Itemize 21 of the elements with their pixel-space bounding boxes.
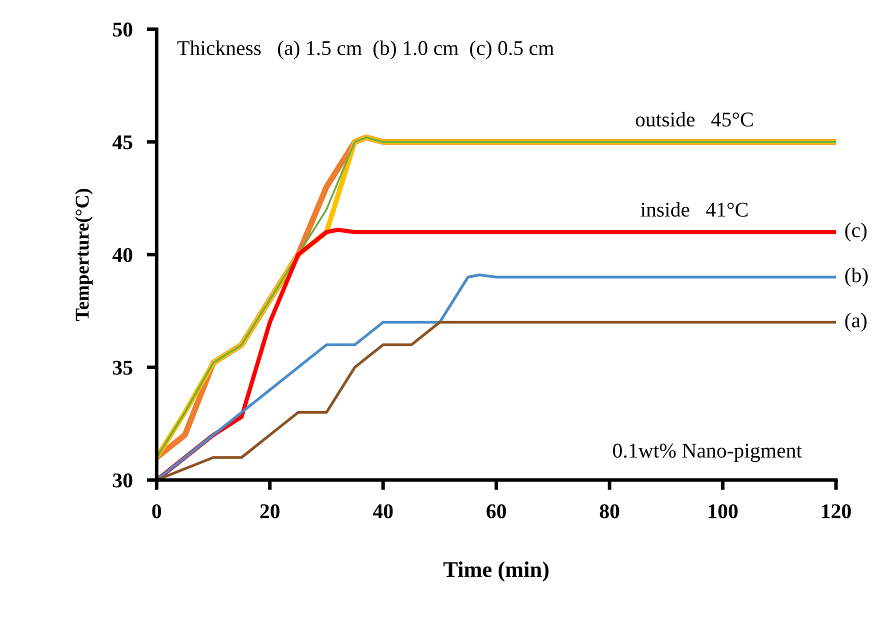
series-label: (a) — [845, 312, 867, 332]
annotation: inside 41°C — [640, 202, 748, 217]
y-tick-label: 40 — [112, 248, 132, 262]
x-tick-label: 20 — [260, 504, 280, 518]
x-tick-label: 60 — [486, 504, 506, 518]
x-tick-label: 120 — [822, 504, 851, 518]
x-axis-title: Time (min) — [443, 561, 549, 582]
y-axis-title: Temperture(°C) — [75, 188, 93, 321]
x-tick-label: 40 — [372, 504, 393, 518]
x-tick-label: 0 — [152, 504, 162, 518]
y-tick-label: 50 — [113, 22, 132, 37]
y-tick-label: 45 — [112, 135, 132, 150]
series-label: (b) — [845, 268, 868, 287]
annotation: 0.1wt% Nano-pigment — [613, 444, 802, 462]
y-tick-label: 35 — [112, 360, 132, 375]
annotation: Thickness (a) 1.5 cm (b) 1.0 cm (c) 0.5 cm — [177, 40, 554, 60]
annotation: outside 45°C — [636, 112, 753, 127]
x-tick-label: 80 — [600, 504, 620, 518]
x-tick-label: 100 — [708, 504, 738, 518]
series-label: (c) — [845, 222, 867, 242]
y-tick-label: 30 — [112, 473, 132, 488]
